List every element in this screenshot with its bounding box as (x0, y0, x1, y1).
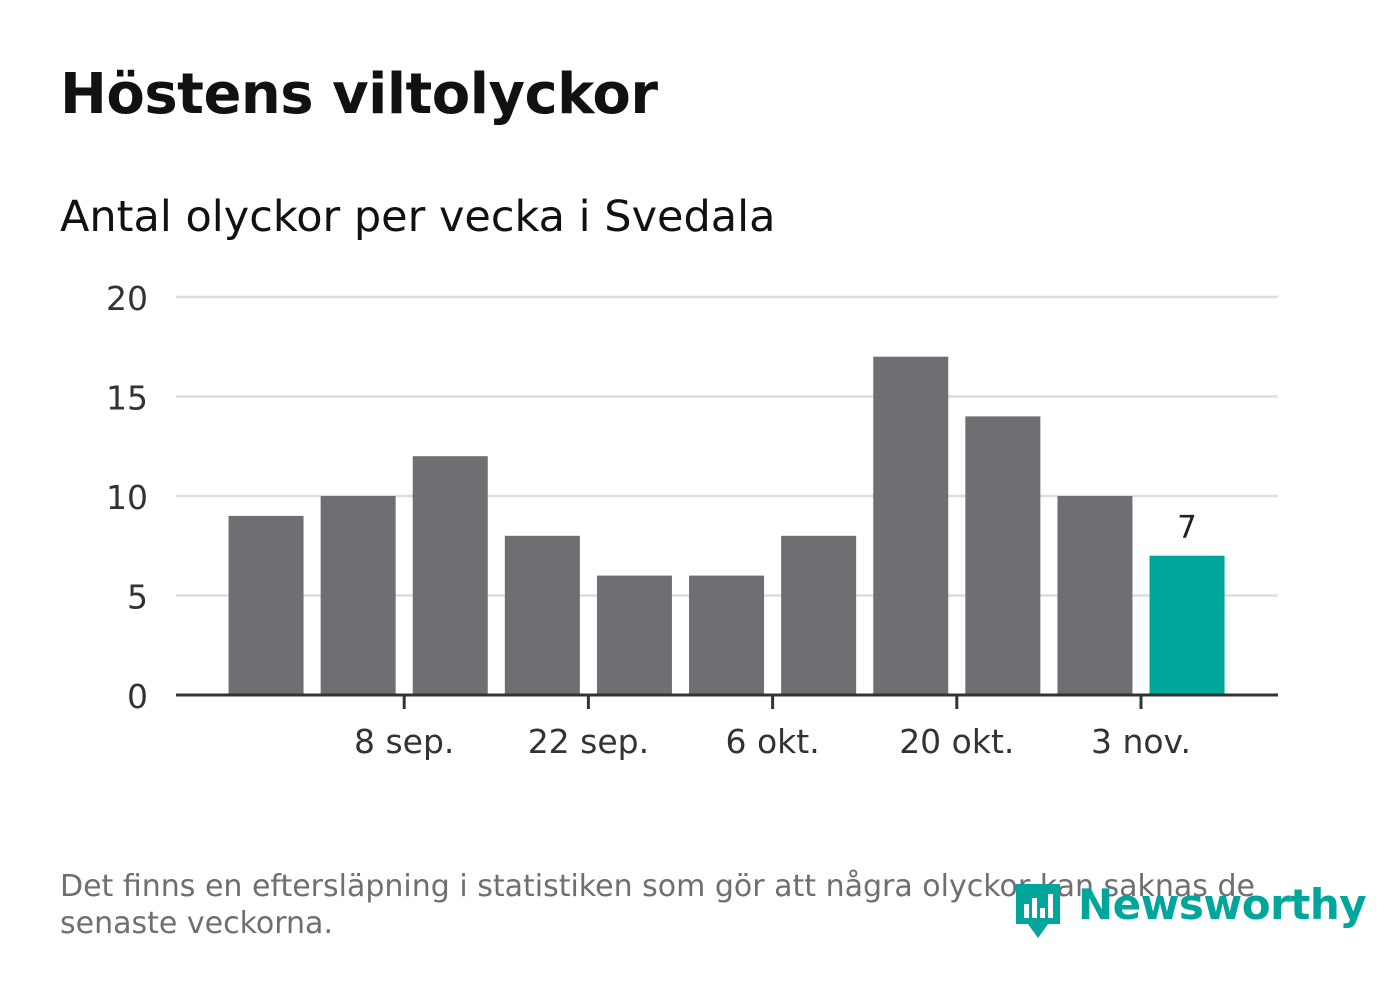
y-axis: 0 5 10 15 20 (106, 279, 148, 716)
bar (228, 515, 304, 695)
y-tick-label: 20 (106, 279, 148, 318)
y-tick-label: 5 (127, 578, 148, 617)
x-tick-label: 6 okt. (725, 722, 819, 761)
data-label: 7 (1177, 510, 1197, 546)
newsworthy-logo-icon (1016, 884, 1060, 938)
bar (781, 535, 857, 695)
bars (228, 356, 1225, 695)
bar (689, 575, 765, 695)
y-tick-label: 10 (106, 478, 148, 517)
bar (596, 575, 672, 695)
bar (412, 456, 488, 695)
x-tick-label: 20 okt. (899, 722, 1014, 761)
x-tick-label: 22 sep. (528, 722, 649, 761)
x-tick-label: 8 sep. (354, 722, 454, 761)
brand[interactable]: Newsworthy (1012, 880, 1367, 942)
bar (965, 416, 1041, 695)
data-labels: 7 (1177, 510, 1197, 546)
bar (873, 356, 949, 695)
x-tick-label: 3 nov. (1091, 722, 1191, 761)
chart-title: Höstens viltolyckor (60, 62, 658, 127)
bar-chart: 0 5 10 15 20 8 sep. 22 sep. 6 okt. 20 okt. 3 nov… (106, 279, 1278, 761)
x-axis: 8 sep. 22 sep. 6 okt. 20 okt. 3 nov. (176, 693, 1278, 761)
chart-subtitle: Antal olyckor per vecka i Svedala (60, 192, 776, 242)
bar (1057, 496, 1133, 695)
y-tick-label: 0 (127, 677, 148, 716)
bar-highlighted (1149, 555, 1225, 695)
brand-name: Newsworthy (1078, 880, 1367, 929)
y-tick-label: 15 (106, 379, 148, 418)
bar (320, 496, 396, 695)
bar (504, 535, 580, 695)
